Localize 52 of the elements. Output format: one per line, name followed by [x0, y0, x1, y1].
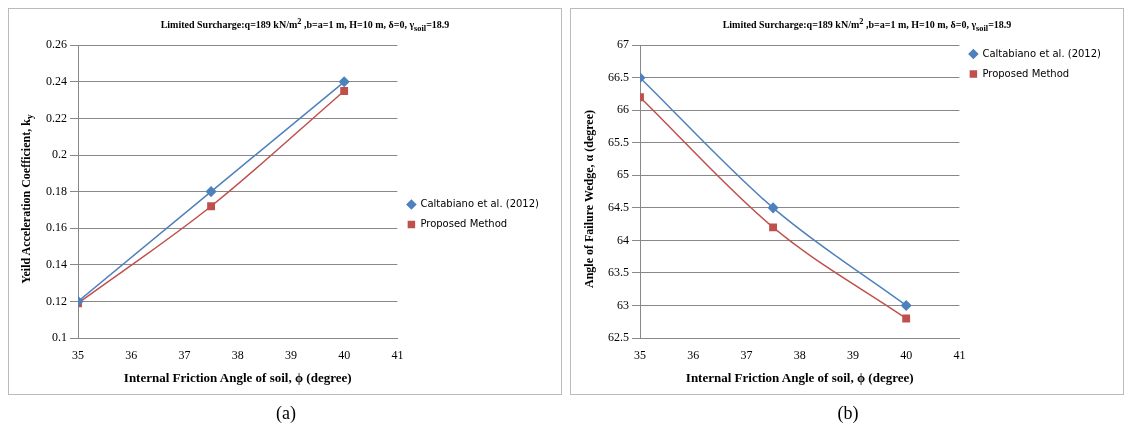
x-tick-label: 40	[900, 348, 913, 363]
chart-title: Limited Surcharge:q=189 kN/m$^{2}$ ,b=a=1 m, H=10 m, δ=0, γ$_{soil}$=18.9	[721, 17, 1013, 34]
text: (a)	[275, 403, 297, 424]
y-tick-label: 65	[617, 167, 629, 182]
legend-label: Proposed Method	[420, 218, 508, 230]
y-tick-label: 0.18	[46, 183, 67, 198]
text: (b)	[836, 403, 860, 424]
x-tick-label: 39	[284, 348, 297, 363]
y-tick-label: 63	[617, 297, 629, 312]
point	[340, 87, 349, 95]
x-axis-title: Internal Friction Angle of soil, ϕ (degree)	[123, 369, 352, 385]
y-tick-label: 66	[617, 102, 629, 117]
y-tick-label: 63.5	[608, 265, 629, 280]
y-tick-label: 0.22	[46, 110, 67, 125]
x-tick-label: 37	[740, 348, 753, 363]
x-tick-label: 38	[231, 348, 244, 363]
point	[769, 223, 778, 232]
legend-label: Caltabiano et al. (2012)	[982, 47, 1102, 59]
y-tick-label: 0.1	[52, 330, 67, 345]
y-tick-label: 0.26	[46, 37, 67, 52]
y-tick-label: 0.16	[46, 220, 67, 235]
point	[900, 300, 912, 311]
y-axis-title: Angle of Failure Wedge, α (degree)	[581, 109, 597, 289]
x-tick-label: 41	[953, 348, 966, 363]
y-tick-label: 0.14	[46, 256, 67, 271]
x-tick-label: 40	[338, 348, 351, 363]
y-tick-label: 0.2	[52, 147, 67, 162]
y-tick-label: 64	[617, 232, 629, 247]
chart-title: Limited Surcharge:q=189 kN/m$^{2}$ ,b=a=1 m, H=10 m, δ=0, γ$_{soil}$=18.9	[159, 17, 451, 34]
x-tick-label: 35	[634, 348, 646, 363]
point	[207, 202, 216, 211]
x-axis-title: Internal Friction Angle of soil, ϕ (degree)	[685, 369, 914, 385]
x-tick-label: 41	[391, 348, 404, 363]
legend-label: Caltabiano et al. (2012)	[420, 198, 540, 210]
legend-label: Proposed Method	[982, 67, 1070, 79]
y-tick-label: 0.24	[46, 73, 67, 88]
x-tick-label: 38	[793, 348, 806, 363]
y-tick-label: 64.5	[608, 200, 629, 215]
x-tick-label: 39	[846, 348, 859, 363]
point	[767, 202, 779, 214]
point	[338, 76, 350, 88]
y-tick-label: 66.5	[608, 69, 629, 84]
x-tick-label: 36	[125, 348, 138, 363]
y-tick-label: 0.12	[46, 293, 67, 308]
x-tick-label: 37	[178, 348, 191, 363]
y-tick-label: 62.5	[608, 330, 629, 345]
point	[205, 186, 217, 197]
y-tick-label: 67	[617, 37, 629, 52]
y-tick-label: 65.5	[608, 134, 629, 149]
x-tick-label: 35	[72, 348, 84, 363]
point	[902, 314, 911, 323]
x-tick-label: 36	[687, 348, 700, 363]
